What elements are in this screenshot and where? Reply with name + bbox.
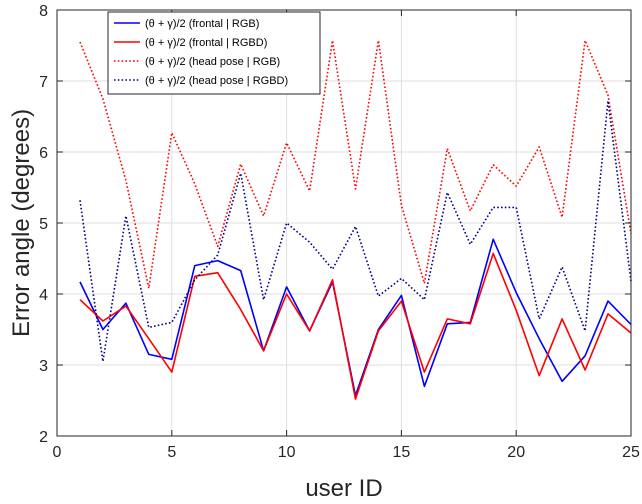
series-line-2 bbox=[79, 252, 632, 400]
y-tick-label: 8 bbox=[39, 3, 48, 20]
y-axis-label: Error angle (degrees) bbox=[8, 109, 35, 337]
series-line-3 bbox=[79, 39, 632, 290]
x-tick-label: 20 bbox=[507, 444, 525, 461]
x-tick-label: 5 bbox=[167, 444, 176, 461]
y-tick-label: 6 bbox=[39, 145, 48, 162]
legend-label: (θ + γ)/2 (head pose | RGBD) bbox=[145, 75, 288, 87]
x-tick-label: 10 bbox=[278, 444, 296, 461]
x-tick-label: 15 bbox=[393, 444, 411, 461]
y-tick-label: 2 bbox=[39, 429, 48, 446]
legend-label: (θ + γ)/2 (frontal | RGB) bbox=[145, 18, 259, 30]
x-tick-label: 0 bbox=[53, 444, 62, 461]
legend-label: (θ + γ)/2 (head pose | RGB) bbox=[145, 56, 280, 68]
axis-ticks bbox=[56, 9, 632, 437]
y-tick-label: 3 bbox=[39, 358, 48, 375]
legend-label: (θ + γ)/2 (frontal | RGBD) bbox=[145, 37, 267, 49]
legend-box bbox=[107, 11, 321, 95]
x-axis-label: user ID bbox=[305, 475, 382, 502]
tick-labels: 0 5 10 15 20 25 2 3 4 5 6 7 8 bbox=[39, 3, 640, 461]
y-tick-label: 7 bbox=[39, 74, 48, 91]
series-lines bbox=[79, 39, 632, 400]
x-tick-label: 25 bbox=[622, 444, 640, 461]
y-tick-label: 5 bbox=[39, 216, 48, 233]
legend: (θ + γ)/2 (frontal | RGB) (θ + γ)/2 (fron… bbox=[107, 11, 321, 95]
y-tick-label: 4 bbox=[39, 287, 48, 304]
